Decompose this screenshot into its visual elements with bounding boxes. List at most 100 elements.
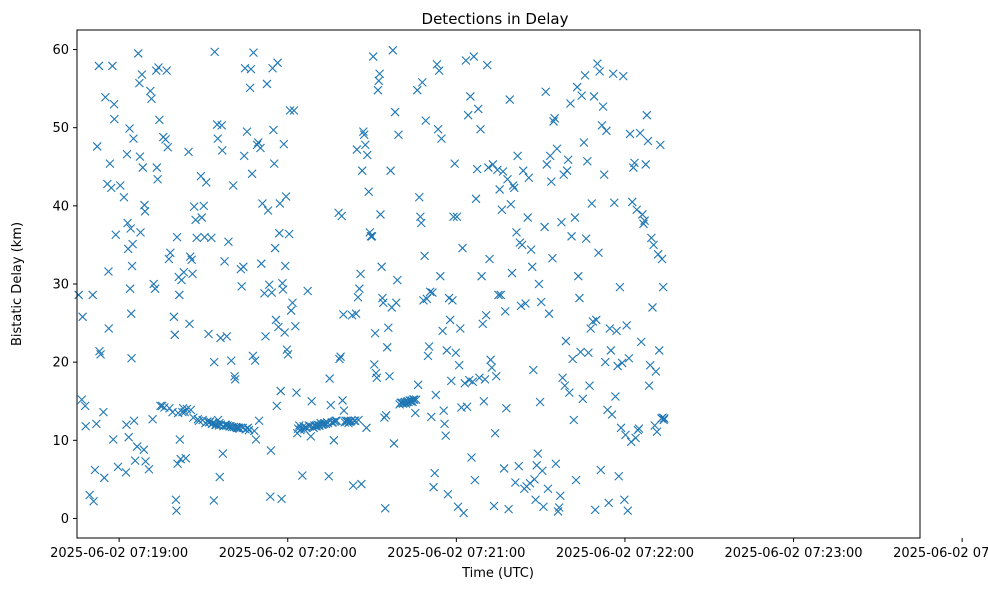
detection-point <box>283 349 293 359</box>
detection-point <box>443 489 453 499</box>
detection-point <box>289 106 299 115</box>
detection-point <box>392 275 402 285</box>
detection-point <box>500 306 510 316</box>
detection-point <box>105 159 115 169</box>
detection-point <box>421 116 431 126</box>
detection-point <box>269 159 279 169</box>
detection-point <box>460 378 470 388</box>
detection-point <box>184 147 193 157</box>
detection-point <box>431 390 441 400</box>
detection-point <box>194 416 204 426</box>
detection-point <box>109 114 119 124</box>
detection-point <box>280 328 290 337</box>
detection-point <box>209 357 219 367</box>
y-axis: 0 10 20 30 40 50 60 <box>52 43 77 527</box>
detection-point <box>622 321 632 330</box>
detection-point <box>224 237 233 247</box>
detection-point <box>577 91 587 101</box>
detection-point <box>602 126 611 136</box>
detection-point <box>274 228 284 238</box>
detection-point <box>455 324 465 333</box>
detection-point <box>171 495 181 505</box>
detection-point <box>150 284 160 294</box>
detection-point <box>388 45 398 55</box>
detection-point <box>548 253 557 263</box>
detection-point <box>144 464 154 474</box>
x-tick-label: 2025-06-02 07:23:00 <box>725 546 863 561</box>
detection-point <box>590 505 600 515</box>
detection-point <box>476 124 485 134</box>
detection-point <box>199 201 209 211</box>
x-axis-label: Time (UTC) <box>461 566 534 581</box>
detection-point <box>459 508 469 518</box>
detection-point <box>285 106 295 115</box>
detection-point <box>462 402 472 412</box>
detection-point <box>288 298 297 308</box>
detection-point <box>573 271 583 281</box>
detection-point <box>281 192 291 201</box>
detection-point <box>445 315 455 325</box>
detection-point <box>113 462 123 472</box>
detection-point <box>542 160 552 169</box>
detection-point <box>585 381 594 390</box>
detection-point <box>172 232 182 242</box>
detection-point <box>169 312 179 322</box>
x-tick-label: 2025-06-02 07:21:00 <box>387 546 525 561</box>
chart-title: Detections in Delay <box>422 10 569 28</box>
detection-point <box>409 395 419 405</box>
detection-point <box>228 181 238 190</box>
detection-point <box>161 135 170 144</box>
detection-point <box>470 475 480 485</box>
detection-point <box>449 212 458 222</box>
detection-point <box>486 355 496 365</box>
detection-point <box>481 310 491 320</box>
detection-point <box>566 99 575 108</box>
detection-point <box>306 432 316 441</box>
detection-point <box>385 371 394 381</box>
detection-point <box>129 416 139 426</box>
detection-point <box>390 107 400 117</box>
detection-point <box>569 415 579 425</box>
detection-point <box>528 365 538 375</box>
detection-point <box>414 192 424 202</box>
detection-point <box>578 394 588 404</box>
detection-point <box>286 306 296 315</box>
detection-point <box>106 183 116 193</box>
detection-point <box>448 296 457 305</box>
detection-point <box>389 439 399 448</box>
detection-point <box>510 478 520 487</box>
detection-point <box>360 140 370 150</box>
detection-point <box>256 259 266 269</box>
detection-point <box>248 351 258 361</box>
detection-point <box>100 92 110 102</box>
detection-point <box>616 423 626 433</box>
detection-point <box>238 262 248 272</box>
detection-point <box>658 282 668 292</box>
detection-point <box>497 205 507 215</box>
detection-point <box>154 115 164 125</box>
detection-point <box>507 268 517 278</box>
detection-point <box>217 120 227 130</box>
detection-point <box>439 406 449 415</box>
detection-point <box>625 129 635 139</box>
detection-point <box>430 468 440 478</box>
detection-point <box>636 337 646 347</box>
detection-point <box>561 336 571 346</box>
detection-point <box>206 233 216 243</box>
detection-point <box>450 159 460 169</box>
detection-point <box>479 396 489 406</box>
detection-point <box>607 410 617 419</box>
detection-point <box>527 262 537 272</box>
detection-point <box>639 219 648 229</box>
detection-point <box>649 240 659 250</box>
detection-point <box>593 59 602 68</box>
detection-point <box>627 197 637 207</box>
detection-point <box>658 413 667 423</box>
detection-point <box>251 435 261 444</box>
detection-point <box>209 496 219 505</box>
detection-point <box>125 284 135 294</box>
detection-point <box>276 386 286 396</box>
detection-point <box>337 211 347 221</box>
detection-point <box>584 348 593 358</box>
detection-point <box>89 496 98 506</box>
